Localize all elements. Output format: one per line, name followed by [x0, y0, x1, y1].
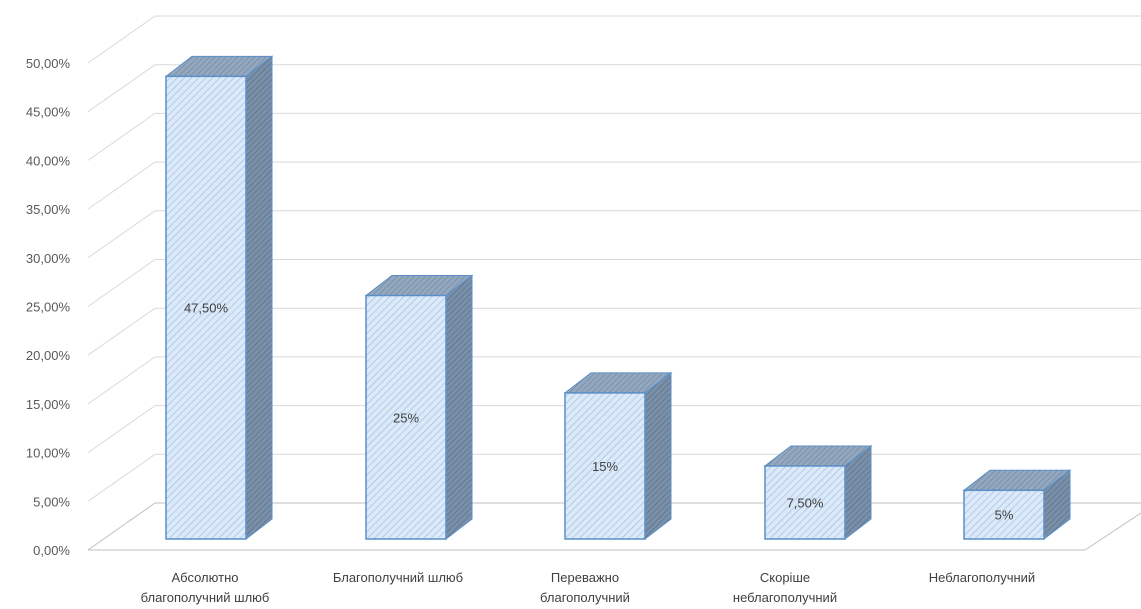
data-label: 25% — [393, 410, 419, 425]
y-tick-label: 5,00% — [33, 494, 70, 509]
side-wall-line — [87, 259, 156, 307]
y-tick-label: 40,00% — [26, 153, 71, 168]
bar-front — [165, 75, 247, 540]
bar: 15% — [563, 371, 673, 541]
side-wall-line — [87, 356, 156, 405]
bar: 47,50% — [164, 55, 274, 541]
bar-front — [365, 294, 447, 540]
bar: 7,50% — [763, 444, 873, 541]
x-tick-label: Абсолютно благополучний шлюб — [141, 570, 270, 605]
side-wall-line — [87, 405, 156, 454]
data-label: 5% — [995, 508, 1014, 523]
y-axis: 0,00% 5,00% 10,00% 15,00% 20,00% 25,00% 30,00%… — [26, 56, 71, 558]
y-tick-label: 50,00% — [26, 56, 71, 71]
side-wall-line — [87, 15, 156, 64]
side-wall-line — [87, 453, 156, 502]
side-wall-line — [87, 161, 156, 210]
floor-right-edge — [1084, 512, 1141, 551]
y-tick-label: 0,00% — [33, 543, 70, 558]
x-tick-label: Скоріше неблагополучний — [733, 570, 837, 605]
x-tick-label: Переважно благополучний — [540, 570, 630, 605]
data-label: 7,50% — [787, 495, 824, 510]
y-tick-label: 35,00% — [26, 202, 71, 217]
bar-side — [245, 55, 273, 541]
data-label: 47,50% — [184, 301, 229, 316]
side-wall-line — [87, 307, 156, 356]
y-tick-label: 10,00% — [26, 446, 71, 461]
bar-side — [445, 274, 473, 541]
x-axis: Абсолютно благополучний шлюб Благополучний… — [141, 570, 1036, 605]
data-label: 15% — [592, 459, 618, 474]
side-wall-line — [87, 210, 156, 259]
y-tick-label: 45,00% — [26, 105, 71, 120]
side-wall-line — [87, 502, 156, 551]
bars: 47,50% 25% 15% 7,50% 5% — [164, 55, 1072, 541]
y-tick-label: 30,00% — [26, 251, 71, 266]
bar: 25% — [364, 274, 474, 541]
bar-front — [564, 392, 646, 540]
bar-front — [764, 465, 846, 540]
x-tick-label: Благополучний шлюб — [333, 570, 463, 585]
y-tick-label: 15,00% — [26, 397, 71, 412]
x-tick-label: Неблагополучний — [929, 570, 1035, 585]
y-tick-label: 25,00% — [26, 300, 71, 315]
bar-front — [963, 489, 1045, 540]
side-wall-line — [87, 112, 156, 161]
y-tick-label: 20,00% — [26, 348, 71, 363]
bar: 5% — [962, 469, 1072, 541]
side-wall-line — [87, 64, 156, 113]
bar-side — [644, 371, 672, 541]
